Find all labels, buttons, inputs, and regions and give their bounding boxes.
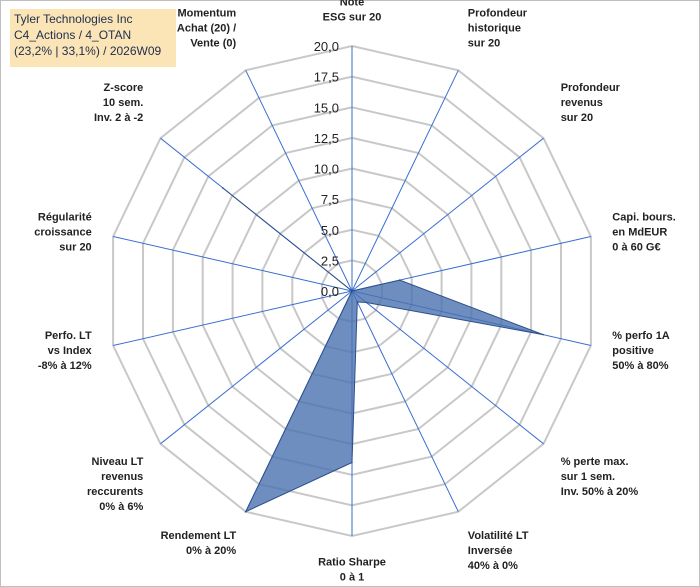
category-label-1: Profondeur historique sur 20 bbox=[468, 8, 528, 50]
category-label-5-line-0: % perte max. bbox=[561, 456, 629, 468]
axis-spoke-5 bbox=[351, 290, 544, 445]
category-label-3-line-1: en MdEUR bbox=[612, 226, 667, 238]
category-label-9-line-3: 0% à 6% bbox=[99, 501, 143, 513]
category-label-12: Z-score 10 sem. Inv. 2 à -2 bbox=[94, 82, 143, 124]
data-point-12 bbox=[221, 187, 224, 189]
category-label-11-line-1: croissance bbox=[34, 226, 91, 238]
axis-spoke-13 bbox=[245, 70, 353, 292]
tick-label-4: 10,0 bbox=[314, 162, 339, 177]
data-series-area-0 bbox=[222, 187, 544, 513]
category-label-5-line-2: Inv. 50% à 20% bbox=[561, 486, 639, 498]
category-label-4-line-2: 50% à 80% bbox=[612, 360, 668, 372]
tick-label-6: 15,0 bbox=[314, 100, 339, 115]
title-category: C4_Actions / 4_OTAN bbox=[14, 28, 132, 42]
category-label-9-line-0: Niveau LT bbox=[92, 456, 144, 468]
category-label-2-line-0: Profondeur bbox=[561, 82, 621, 94]
category-label-4-line-1: positive bbox=[612, 345, 654, 357]
category-label-10: Perfo. LT vs Index -8% à 12% bbox=[38, 330, 93, 372]
data-point-6 bbox=[356, 301, 359, 303]
tick-label-7: 17,5 bbox=[314, 70, 339, 85]
category-label-7-line-1: 0 à 1 bbox=[340, 572, 364, 584]
tick-label-0: 0,0 bbox=[321, 284, 339, 299]
data-point-8 bbox=[244, 510, 247, 513]
category-label-13: Momentum Achat (20) / Vente (0) bbox=[177, 8, 237, 50]
axis-spoke-2 bbox=[351, 137, 544, 292]
category-label-9-line-2: reccurents bbox=[87, 486, 143, 498]
tick-label-2: 5,0 bbox=[321, 223, 339, 238]
category-label-8: Rendement LT 0% à 20% bbox=[161, 530, 237, 557]
category-label-1-line-2: sur 20 bbox=[468, 38, 500, 50]
category-label-3: Capi. bours. en MdEUR 0 à 60 G€ bbox=[612, 211, 676, 253]
category-label-10-line-0: Perfo. LT bbox=[45, 330, 92, 342]
category-label-10-line-2: -8% à 12% bbox=[38, 360, 92, 372]
category-label-2-line-2: sur 20 bbox=[561, 112, 593, 124]
category-label-12-line-2: Inv. 2 à -2 bbox=[94, 112, 143, 124]
category-label-7-line-0: Ratio Sharpe bbox=[318, 557, 386, 569]
data-point-3 bbox=[399, 279, 401, 281]
category-label-10-line-1: vs Index bbox=[48, 345, 93, 357]
category-label-5: % perte max. sur 1 sem. Inv. 50% à 20% bbox=[561, 456, 639, 498]
category-label-8-line-1: 0% à 20% bbox=[186, 545, 236, 557]
category-label-9-line-1: revenus bbox=[101, 471, 143, 483]
category-label-4: % perfo 1A positive 50% à 80% bbox=[612, 330, 670, 372]
category-label-2: Profondeur revenus sur 20 bbox=[561, 82, 621, 124]
tick-label-8: 20,0 bbox=[314, 39, 339, 54]
title-stats: (23,2% | 33,1%) / 2026W09 bbox=[14, 44, 162, 58]
category-label-11-line-0: Régularité bbox=[38, 211, 92, 223]
category-label-6-line-2: 40% à 0% bbox=[468, 560, 518, 572]
data-point-13 bbox=[351, 290, 353, 292]
axis-spoke-11 bbox=[112, 236, 353, 292]
category-label-11: Régularité croissance sur 20 bbox=[34, 211, 91, 253]
category-label-12-line-0: Z-score bbox=[104, 82, 144, 94]
axis-spoke-1 bbox=[351, 70, 459, 292]
category-label-13-line-2: Vente (0) bbox=[190, 38, 236, 50]
category-label-13-line-1: Achat (20) / bbox=[177, 23, 236, 35]
data-point-4 bbox=[542, 333, 544, 336]
category-label-5-line-1: sur 1 sem. bbox=[561, 471, 615, 483]
category-label-13-line-0: Momentum bbox=[178, 8, 237, 20]
chart-title-box: Tyler Technologies Inc C4_Actions / 4_OT… bbox=[10, 9, 176, 67]
tick-label-3: 7,5 bbox=[321, 192, 339, 207]
axis-spoke-6 bbox=[351, 290, 459, 512]
title-company: Tyler Technologies Inc bbox=[14, 12, 133, 26]
category-label-1-line-0: Profondeur bbox=[468, 8, 528, 20]
category-label-0-line-0: Note bbox=[340, 0, 364, 8]
data-point-5 bbox=[365, 301, 368, 304]
category-label-3-line-0: Capi. bours. bbox=[612, 211, 676, 223]
data-point-7 bbox=[351, 461, 353, 464]
category-label-6: Volatilité LT Inversée 40% à 0% bbox=[468, 530, 529, 572]
tick-label-5: 12,5 bbox=[314, 131, 339, 146]
category-label-9: Niveau LT revenus reccurents 0% à 6% bbox=[87, 456, 144, 513]
category-label-11-line-2: sur 20 bbox=[59, 241, 91, 253]
category-label-7: Ratio Sharpe 0 à 1 bbox=[318, 557, 386, 584]
category-label-8-line-0: Rendement LT bbox=[161, 530, 237, 542]
axis-spoke-9 bbox=[160, 290, 353, 445]
axis-spoke-10 bbox=[112, 290, 353, 346]
category-label-1-line-1: historique bbox=[468, 23, 521, 35]
category-label-2-line-1: revenus bbox=[561, 97, 603, 109]
category-label-3-line-2: 0 à 60 G€ bbox=[612, 241, 660, 253]
category-label-0-line-1: ESG sur 20 bbox=[323, 11, 382, 23]
category-label-6-line-0: Volatilité LT bbox=[468, 530, 529, 542]
category-label-6-line-1: Inversée bbox=[468, 545, 513, 557]
tick-label-1: 2,5 bbox=[321, 253, 339, 268]
category-label-4-line-0: % perfo 1A bbox=[612, 330, 670, 342]
category-label-12-line-1: 10 sem. bbox=[103, 97, 143, 109]
category-label-0: Note ESG sur 20 bbox=[323, 0, 382, 23]
